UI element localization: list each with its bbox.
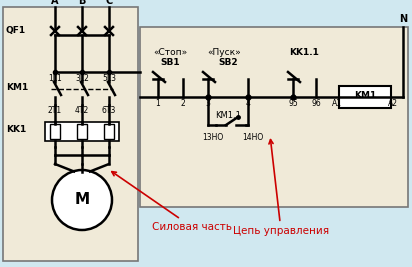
- Text: SB2: SB2: [218, 58, 238, 67]
- Text: 2: 2: [180, 99, 185, 108]
- Text: B: B: [78, 0, 86, 6]
- FancyBboxPatch shape: [339, 86, 391, 108]
- Text: KM1: KM1: [354, 91, 376, 100]
- Text: 3L2: 3L2: [75, 74, 89, 83]
- FancyBboxPatch shape: [50, 124, 60, 139]
- FancyBboxPatch shape: [45, 122, 119, 141]
- Text: Силовая часть: Силовая часть: [112, 172, 232, 232]
- Text: 1: 1: [156, 99, 160, 108]
- Text: 4T2: 4T2: [75, 106, 89, 115]
- Text: 5L3: 5L3: [102, 74, 116, 83]
- Circle shape: [52, 170, 112, 230]
- Text: KM1: KM1: [6, 83, 28, 92]
- FancyBboxPatch shape: [3, 7, 138, 261]
- Text: A: A: [51, 0, 59, 6]
- Text: 4: 4: [246, 99, 250, 108]
- Text: 6T3: 6T3: [102, 106, 116, 115]
- FancyBboxPatch shape: [77, 124, 87, 139]
- Text: M: M: [75, 193, 89, 207]
- Text: 14НО: 14НО: [242, 133, 264, 142]
- Text: KM1.1: KM1.1: [215, 111, 241, 120]
- Text: Цепь управления: Цепь управления: [233, 140, 329, 236]
- Text: SB1: SB1: [161, 58, 180, 67]
- Text: C: C: [105, 0, 112, 6]
- Text: «Стоп»: «Стоп»: [153, 48, 187, 57]
- Text: A2: A2: [388, 99, 398, 108]
- Text: 95: 95: [288, 99, 298, 108]
- Text: 2T1: 2T1: [48, 106, 62, 115]
- Text: KK1: KK1: [6, 124, 26, 134]
- Text: A1: A1: [332, 99, 342, 108]
- Text: 3: 3: [206, 99, 211, 108]
- Text: QF1: QF1: [6, 26, 26, 34]
- Text: 96: 96: [311, 99, 321, 108]
- Text: «Пуск»: «Пуск»: [207, 48, 241, 57]
- Text: 1L1: 1L1: [48, 74, 62, 83]
- FancyBboxPatch shape: [104, 124, 114, 139]
- Text: N: N: [399, 14, 407, 24]
- Text: 13НО: 13НО: [202, 133, 224, 142]
- Text: KK1.1: KK1.1: [290, 48, 319, 57]
- FancyBboxPatch shape: [140, 27, 408, 207]
